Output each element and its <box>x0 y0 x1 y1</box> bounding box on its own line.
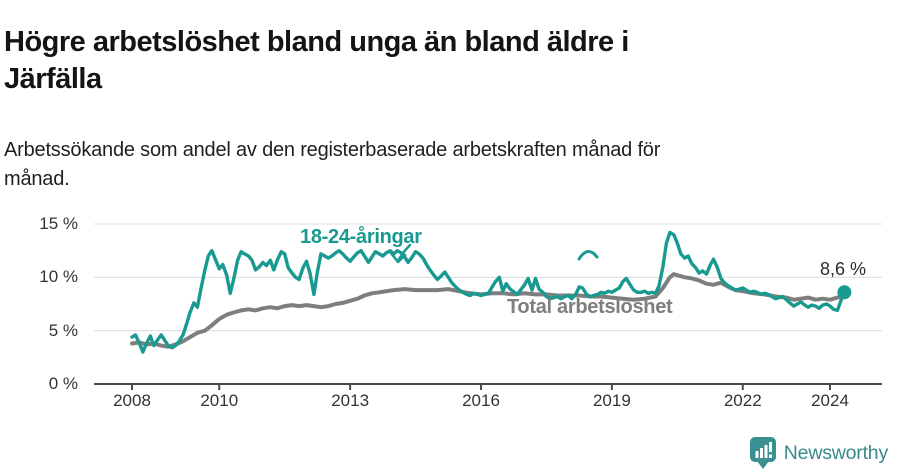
chart-subtitle-line1: Arbetssökande som andel av den registerb… <box>4 139 661 161</box>
x-tick-label: 2022 <box>723 391 762 410</box>
chart-title: Högre arbetslöshet bland unga än bland ä… <box>4 24 884 98</box>
y-tick-label: 15 % <box>39 214 78 233</box>
y-tick-label: 0 % <box>48 374 78 393</box>
x-tick-label: 2016 <box>462 391 500 410</box>
newsworthy-brand: Newsworthy <box>749 436 888 470</box>
series-label-18-24: 18-24-åringar <box>300 226 422 248</box>
chart-title-line2: Järfälla <box>4 63 102 96</box>
series-line-total <box>130 272 847 349</box>
x-tick-label: 2008 <box>113 391 151 410</box>
newsworthy-logo-icon <box>749 437 776 469</box>
end-value-label: 8,6 % <box>819 259 866 279</box>
x-tick-label: 2010 <box>200 391 239 410</box>
x-tick-label: 2013 <box>331 391 370 410</box>
label-arrowhead-icon <box>389 251 407 264</box>
chart-subtitle: Arbetssökande som andel av den registerb… <box>4 136 884 194</box>
annotation-arc-icon <box>577 250 599 261</box>
y-tick-label: 5 % <box>48 320 78 340</box>
y-tick-label: 10 % <box>39 267 78 287</box>
series-end-dot <box>837 285 852 300</box>
x-tick-label: 2019 <box>592 391 631 410</box>
chart-subtitle-line2: månad. <box>4 168 70 190</box>
x-tick-label: 2024 <box>811 391 849 410</box>
series-line-18-24 <box>130 230 847 354</box>
series-label-total: Total arbetslöshet <box>507 296 673 318</box>
chart-title-line1: Högre arbetslöshet bland unga än bland ä… <box>4 26 629 59</box>
brand-name: Newsworthy <box>783 441 888 464</box>
